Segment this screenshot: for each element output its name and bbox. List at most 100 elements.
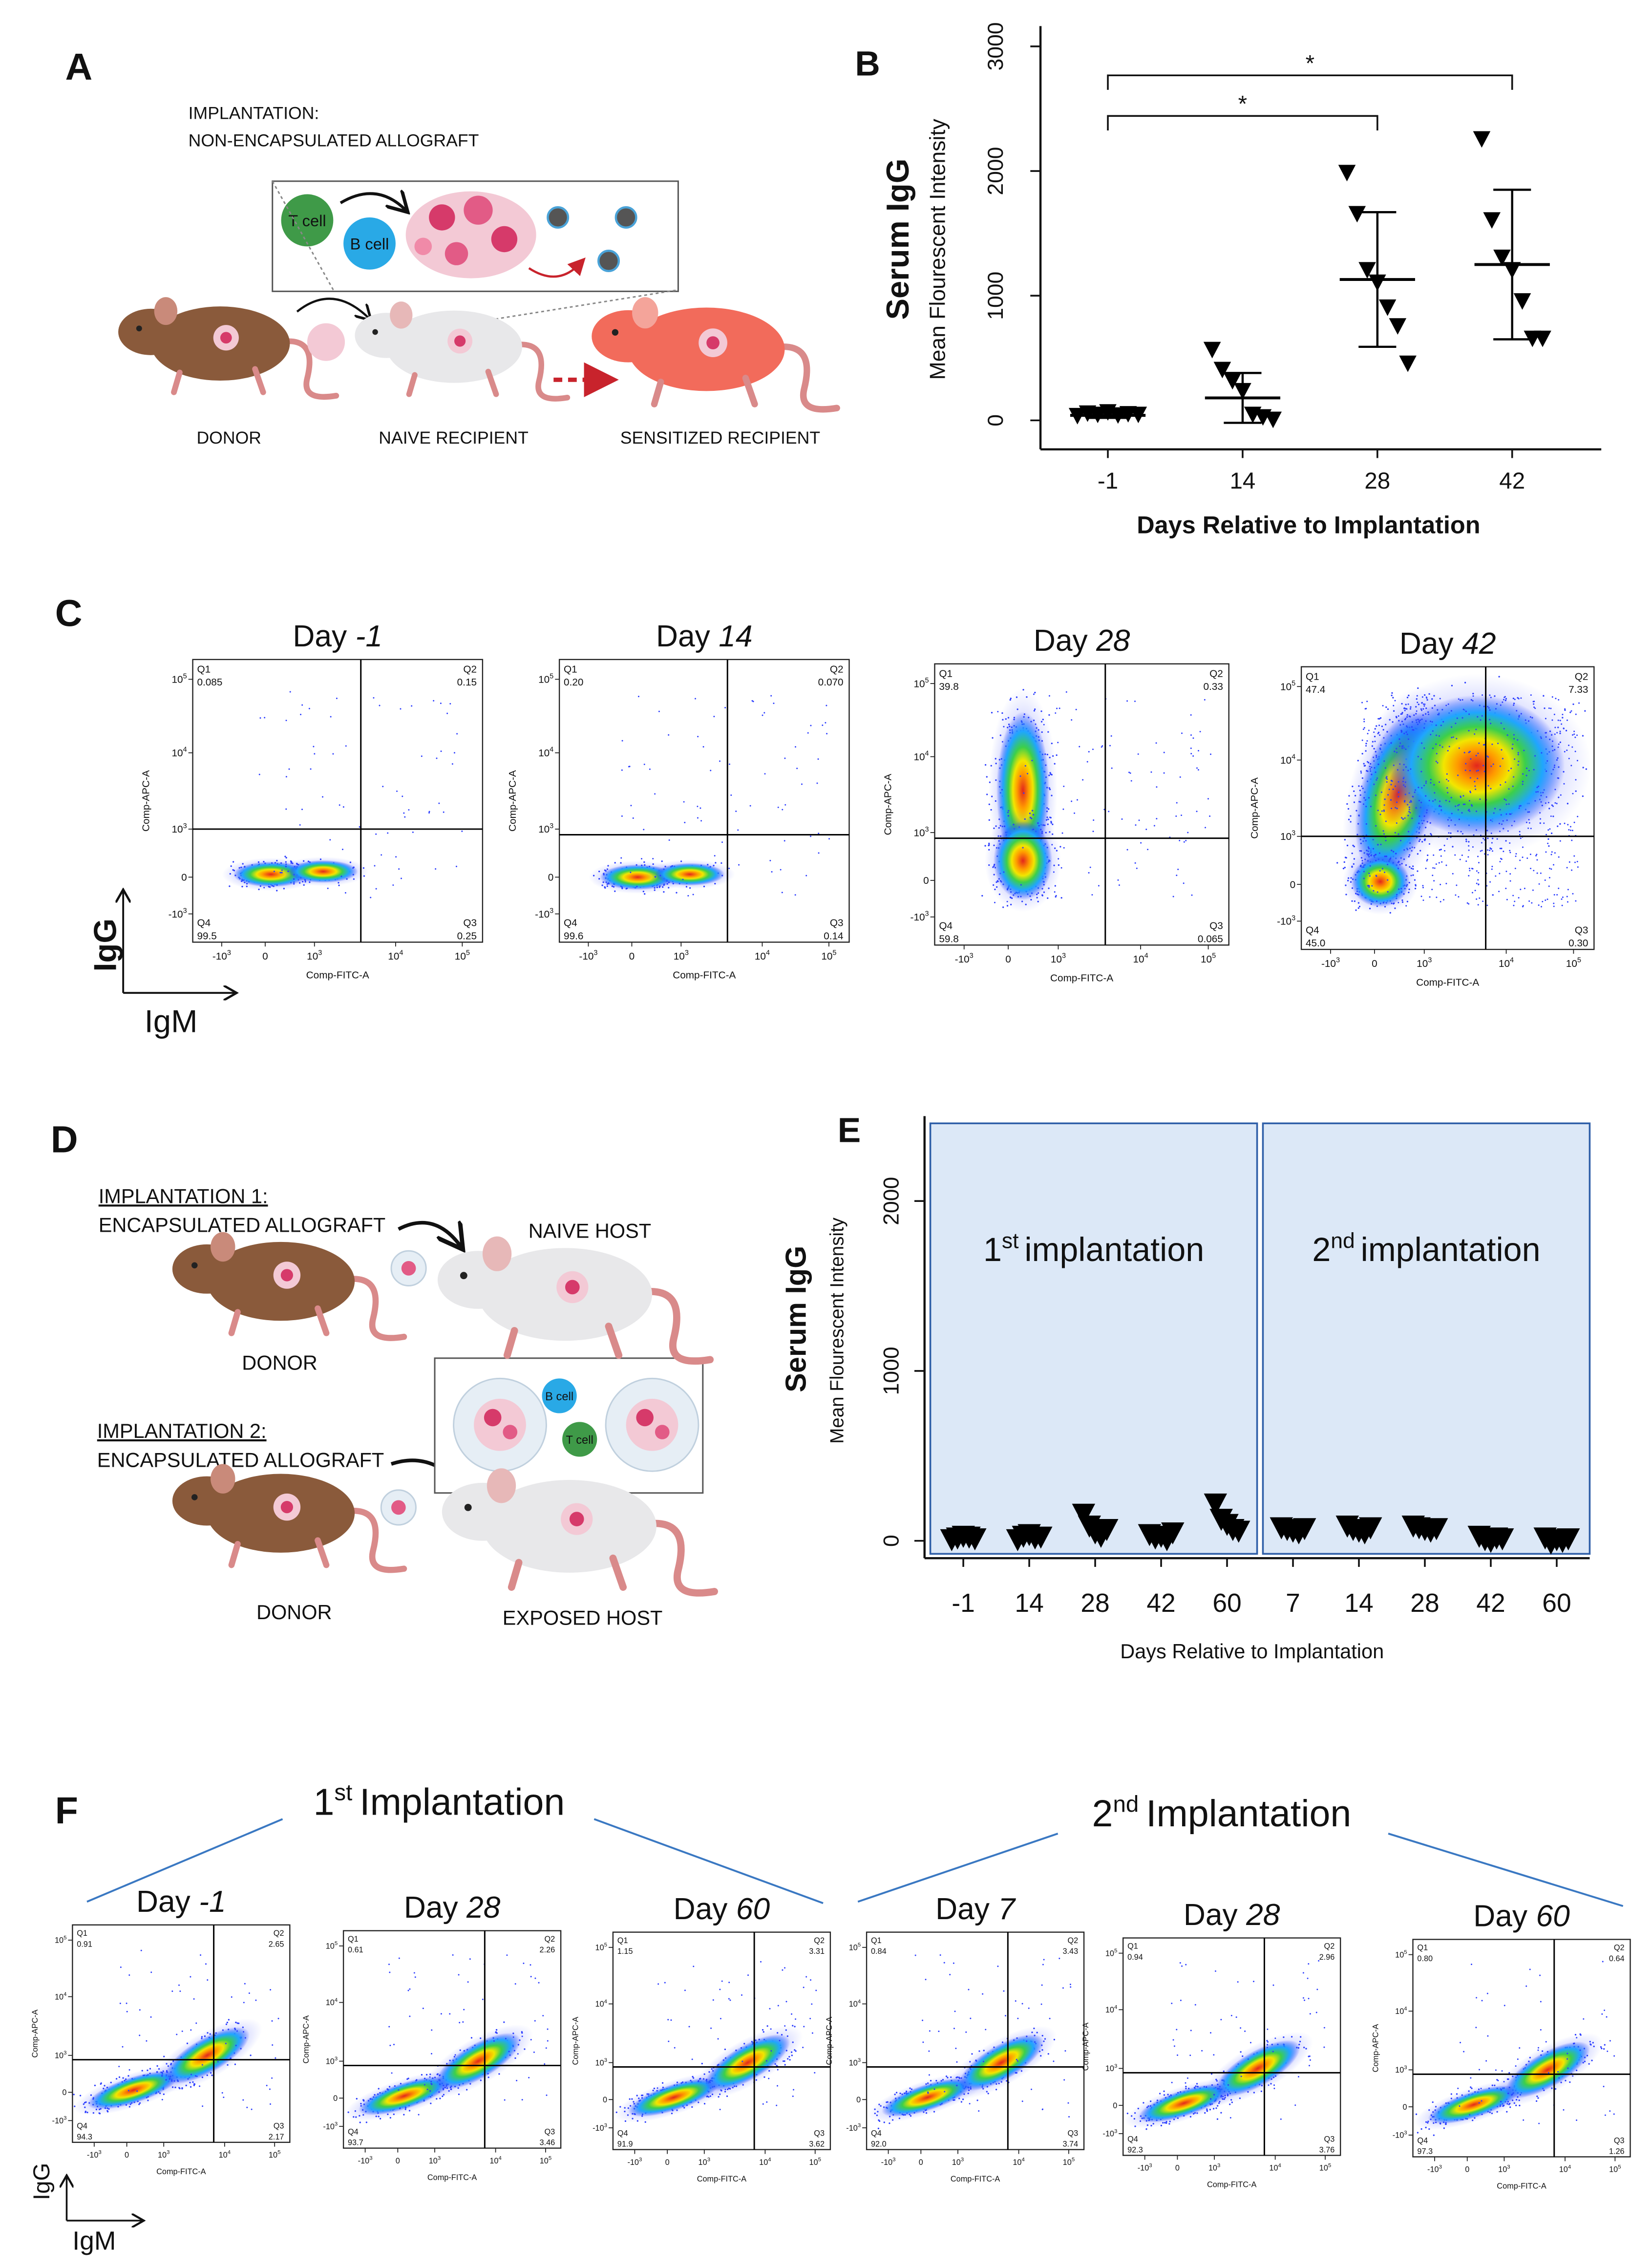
event-dot — [1056, 707, 1058, 709]
tick-base: 10 — [172, 824, 183, 835]
event-dot — [1458, 896, 1460, 898]
group-suffix: nd — [1113, 1791, 1139, 1817]
event-dot — [1552, 805, 1554, 807]
tick-exp: 3 — [550, 907, 553, 915]
event-dot — [1483, 837, 1484, 839]
mouse-tail — [627, 1287, 714, 1365]
event-dot — [652, 857, 654, 859]
tick-exp: 3 — [550, 822, 553, 830]
event-dot — [1421, 696, 1423, 698]
event-dot — [1406, 733, 1408, 735]
event-dot — [1054, 891, 1056, 893]
data-point — [1338, 165, 1356, 182]
event-dot — [1538, 904, 1540, 906]
event-dot — [1367, 885, 1369, 887]
event-dot — [1440, 900, 1441, 902]
data-point — [1072, 1503, 1096, 1526]
data-point — [1224, 373, 1241, 390]
event-dot — [1053, 871, 1055, 873]
event-dot — [1423, 705, 1425, 707]
flow-tick-label: 105 — [1566, 956, 1581, 969]
tick-exp: 4 — [1292, 753, 1295, 761]
x-tick-label: -1 — [1098, 468, 1118, 494]
event-dot — [1454, 854, 1456, 856]
event-dot — [1198, 749, 1199, 751]
event-dot — [1007, 812, 1009, 813]
event-dot — [1431, 721, 1433, 723]
event-dot — [1552, 749, 1554, 751]
event-dot — [659, 875, 661, 877]
quadrant-value: 0.070 — [818, 677, 844, 688]
event-dot — [1422, 887, 1424, 889]
event-dot — [1462, 803, 1464, 805]
event-dot — [1471, 868, 1473, 870]
event-dot — [1442, 721, 1444, 723]
event-dot — [1482, 694, 1483, 696]
event-dot — [1477, 716, 1479, 718]
event-dot — [1584, 710, 1586, 712]
event-dot — [379, 705, 381, 706]
event-dot — [1370, 806, 1372, 808]
day-word: Day — [656, 620, 711, 653]
event-dot — [1520, 888, 1522, 890]
event-dot — [1489, 694, 1491, 696]
flow-tick-label: -103 — [911, 910, 929, 923]
event-dot — [1179, 776, 1181, 778]
event-dot — [1077, 799, 1078, 801]
event-dot — [1379, 813, 1381, 815]
event-dot — [1517, 752, 1519, 754]
event-dot — [636, 885, 638, 887]
event-dot — [1362, 728, 1364, 730]
event-dot — [1426, 860, 1428, 862]
event-dot — [1396, 801, 1398, 803]
event-dot — [1489, 849, 1491, 851]
event-dot — [1163, 751, 1165, 753]
x-tick-label: 60 — [1542, 1589, 1571, 1618]
cell-label: T cell — [566, 1434, 593, 1447]
event-dot — [455, 865, 457, 867]
event-dot — [1574, 861, 1576, 863]
flow-tick-label: 105 — [821, 949, 836, 962]
event-dot — [1487, 849, 1489, 851]
event-dot — [1438, 862, 1440, 864]
event-dot — [699, 807, 701, 809]
group-label: 1st Implantation — [313, 1780, 565, 1823]
event-dot — [1435, 863, 1437, 865]
event-dot — [1509, 842, 1511, 844]
event-dot — [1568, 757, 1570, 759]
event-dot — [1407, 770, 1409, 771]
quadrant-value: 7.33 — [1568, 684, 1588, 695]
event-dot — [1192, 737, 1194, 739]
event-dot — [1511, 748, 1513, 749]
event-dot — [375, 888, 377, 890]
event-dot — [1398, 901, 1399, 903]
event-dot — [1093, 819, 1095, 821]
event-dot — [1439, 698, 1441, 700]
event-dot — [1379, 870, 1381, 872]
quadrant-name: Q3 — [1575, 925, 1588, 936]
event-dot — [1430, 733, 1432, 735]
event-dot — [1405, 905, 1407, 907]
event-dot — [1473, 834, 1475, 836]
event-dot — [1550, 707, 1552, 709]
event-dot — [1557, 777, 1559, 779]
mouse-eye — [136, 325, 142, 332]
plot-area — [73, 1949, 279, 2116]
event-dot — [1092, 749, 1094, 750]
event-dot — [1368, 886, 1370, 888]
graft — [307, 323, 345, 361]
flow-tick-label: 0 — [548, 872, 554, 883]
event-dot — [810, 835, 812, 837]
y-tick-label: 1000 — [984, 272, 1008, 320]
event-dot — [822, 724, 824, 726]
event-dot — [981, 895, 983, 897]
tick-exp: 3 — [1428, 956, 1432, 964]
event-dot — [1395, 785, 1397, 787]
event-dot — [1386, 781, 1388, 783]
event-dot — [1378, 852, 1380, 854]
event-dot — [1528, 900, 1530, 902]
event-dot — [1513, 776, 1515, 778]
event-dot — [285, 776, 287, 778]
event-dot — [440, 750, 442, 752]
event-dot — [994, 901, 995, 903]
